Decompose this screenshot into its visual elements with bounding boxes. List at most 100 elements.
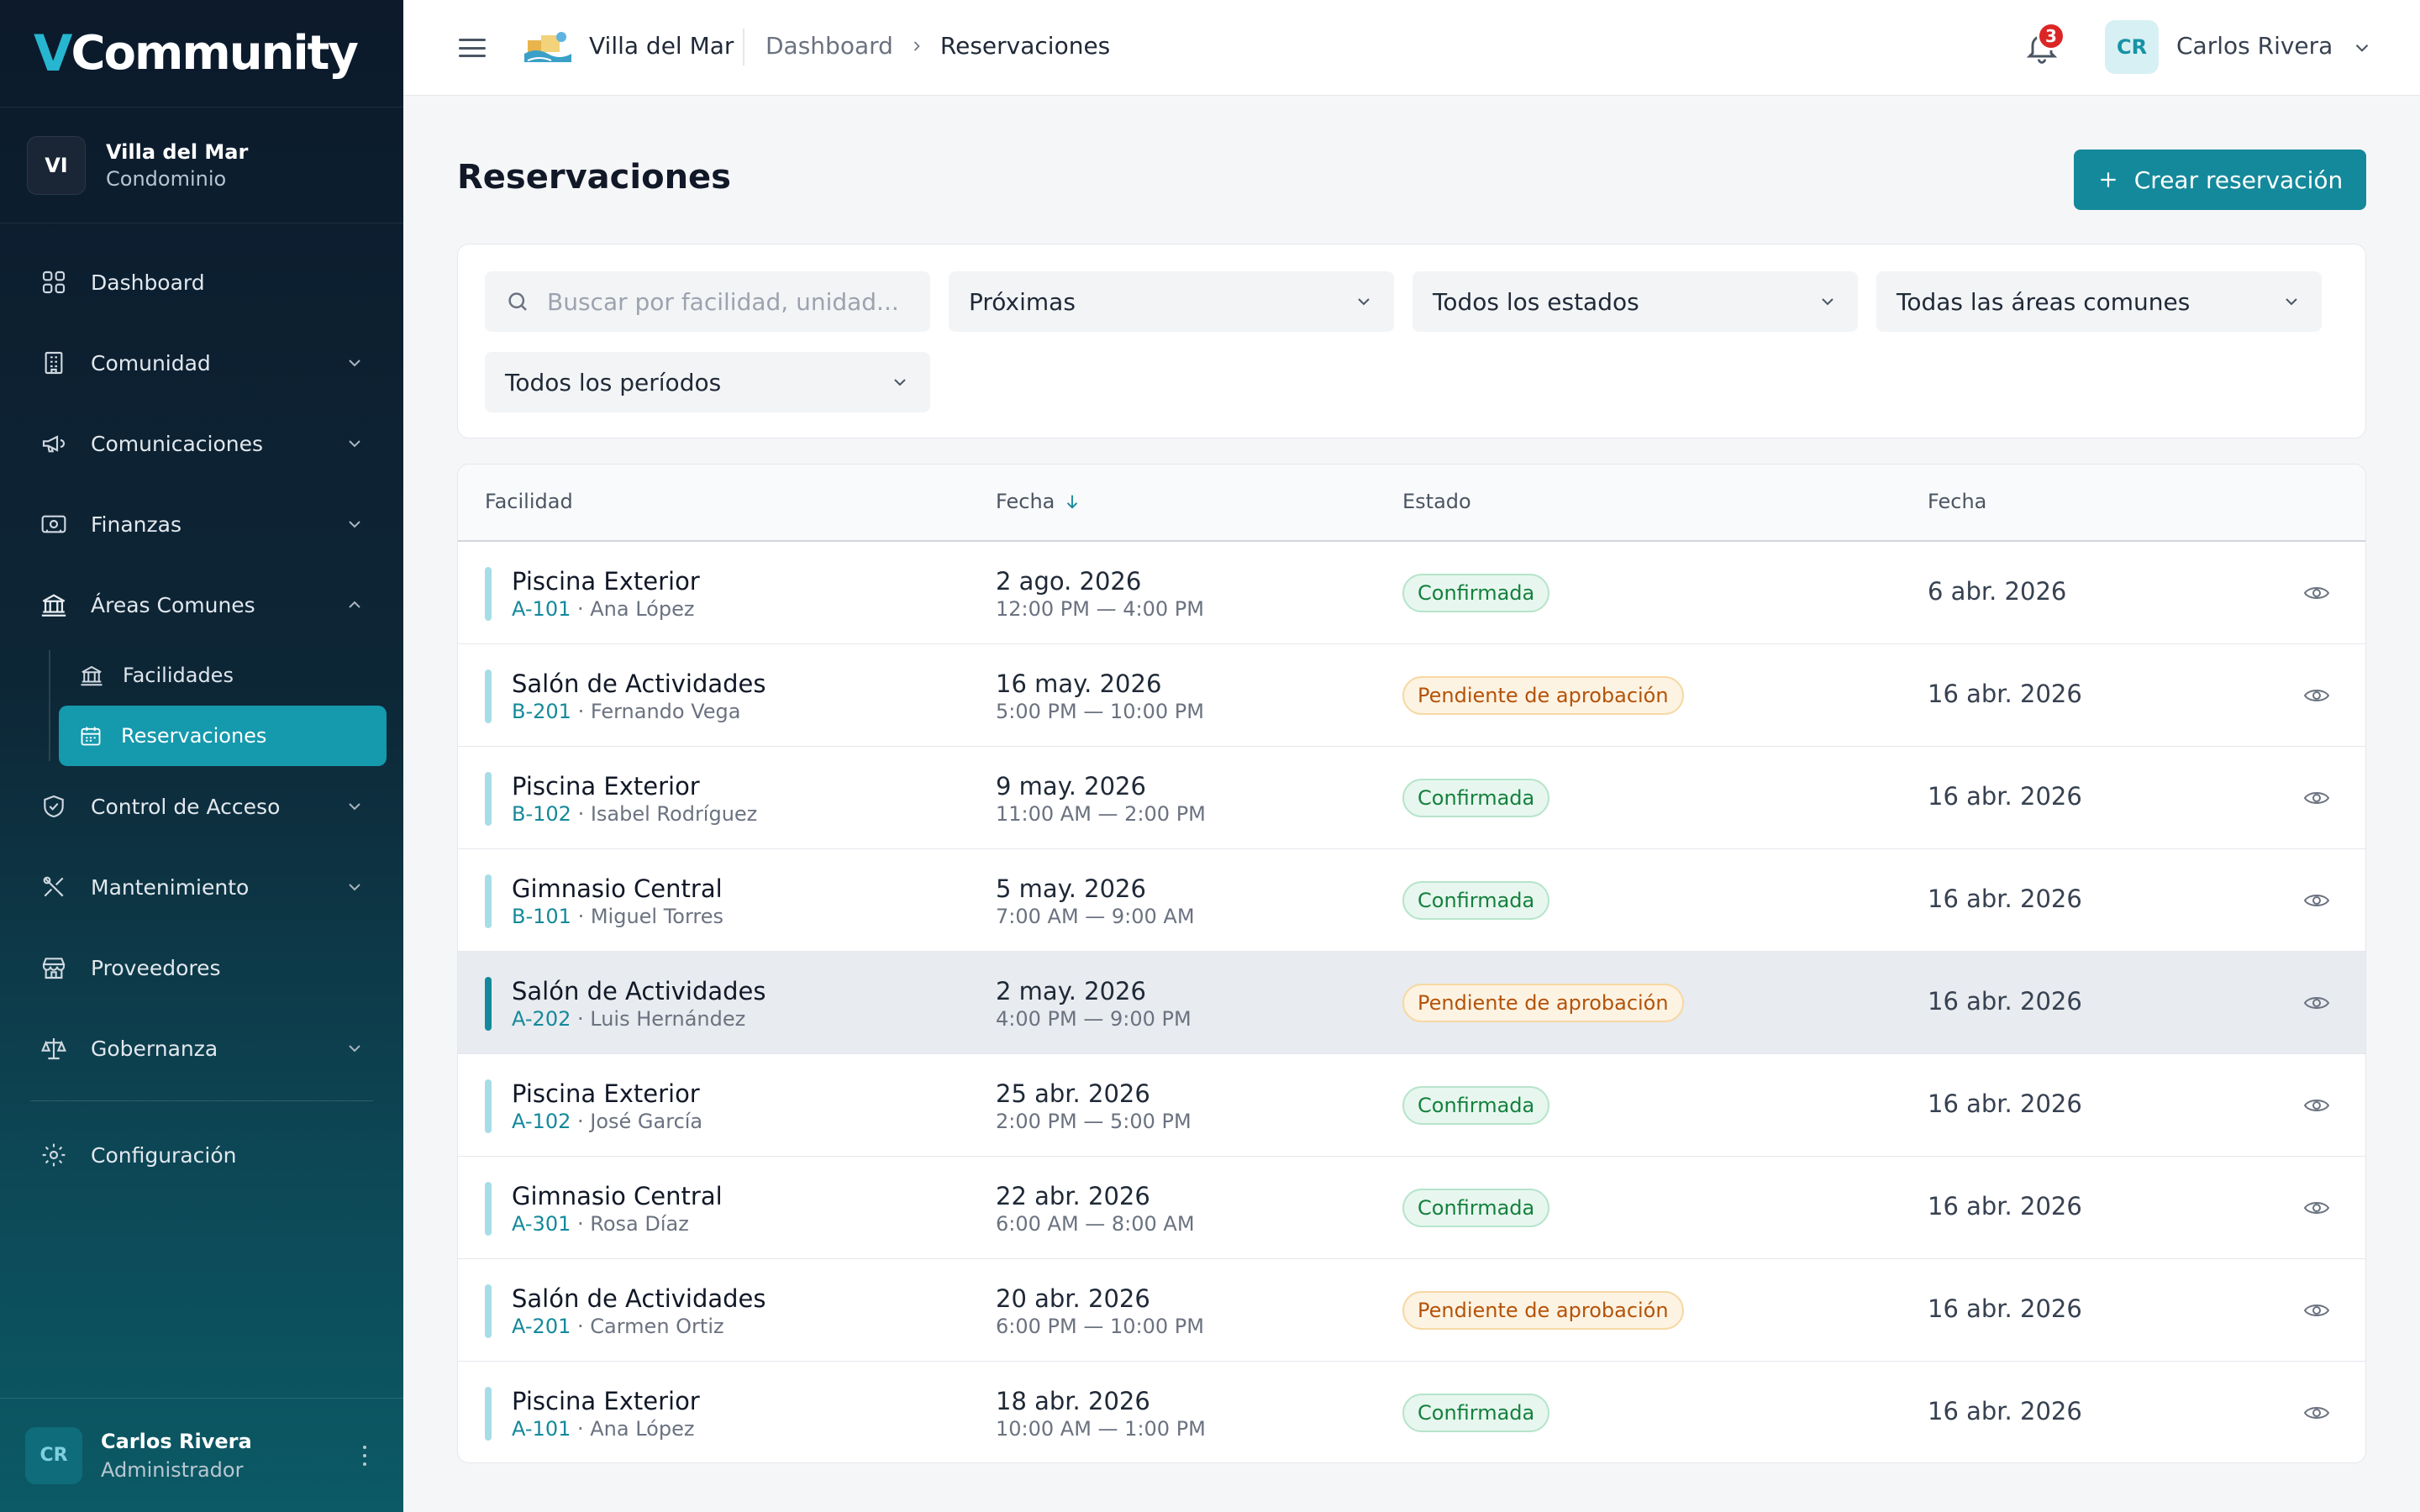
when-select[interactable]: Próximas <box>949 271 1394 332</box>
sidebar-item-areas-comunes[interactable]: Áreas Comunes <box>0 564 403 645</box>
unit-resident: A-202 · Luis Hernández <box>512 1007 745 1031</box>
chevron-up-icon <box>349 601 360 608</box>
column-label: Fecha <box>996 490 1055 513</box>
search-placeholder: Buscar por facilidad, unidad... <box>547 287 899 316</box>
nav-divider <box>30 1100 373 1101</box>
grid-icon <box>37 265 71 299</box>
facility-name[interactable]: Salón de Actividades <box>512 977 766 1005</box>
status-select[interactable]: Todos los estados <box>1413 271 1858 332</box>
table-row[interactable]: Salón de Actividades B-201 · Fernando Veg… <box>458 644 2365 747</box>
more-vertical-icon[interactable] <box>361 1445 368 1466</box>
landmark-icon <box>81 665 103 686</box>
facility-name[interactable]: Salón de Actividades <box>512 669 766 698</box>
sidebar-item-finanzas[interactable]: Finanzas <box>0 484 403 564</box>
unit-resident: A-102 · José García <box>512 1110 702 1133</box>
avatar[interactable]: CR <box>2105 20 2159 74</box>
select-value: Próximas <box>969 287 1076 316</box>
reservation-time: 12:00 PM — 4:00 PM <box>996 597 1204 621</box>
chevron-down-icon <box>1822 298 1833 306</box>
facility-name[interactable]: Piscina Exterior <box>512 772 700 801</box>
row-accent-bar <box>485 977 492 1031</box>
logo-text: Community <box>71 26 358 81</box>
breadcrumb-dashboard[interactable]: Dashboard <box>765 32 893 60</box>
created-date: 16 abr. 2026 <box>1928 1089 2082 1118</box>
column-date[interactable]: Fecha <box>996 490 1081 513</box>
sidebar-item-proveedores[interactable]: Proveedores <box>0 927 403 1008</box>
reservation-time: 4:00 PM — 9:00 PM <box>996 1007 1192 1031</box>
reservation-time: 10:00 AM — 1:00 PM <box>996 1417 1206 1441</box>
chevron-down-icon <box>1358 298 1370 306</box>
menu-icon[interactable] <box>459 39 486 57</box>
sidebar-item-facilidades[interactable]: Facilidades <box>59 645 387 706</box>
sidebar-item-comunicaciones[interactable]: Comunicaciones <box>0 403 403 484</box>
reservation-date: 16 may. 2026 <box>996 669 1162 698</box>
column-label: Estado <box>1402 490 1471 513</box>
eye-icon[interactable] <box>2303 890 2330 911</box>
sidebar-item-dashboard[interactable]: Dashboard <box>0 242 403 323</box>
calendar-icon <box>81 727 101 746</box>
column-facility[interactable]: Facilidad <box>485 490 573 513</box>
avatar: CR <box>25 1426 82 1484</box>
community-switcher[interactable]: VI Villa del Mar Condominio <box>0 108 403 223</box>
sidebar-item-mantenimiento[interactable]: Mantenimiento <box>0 847 403 927</box>
table-row[interactable]: Piscina Exterior A-101 · Ana López 18 abr.… <box>458 1362 2365 1462</box>
created-date: 16 abr. 2026 <box>1928 782 2082 811</box>
facility-name[interactable]: Gimnasio Central <box>512 874 723 903</box>
table-row[interactable]: Piscina Exterior A-102 · José García 25 ab… <box>458 1054 2365 1157</box>
table-row[interactable]: Salón de Actividades A-202 · Luis Hernánd… <box>458 952 2365 1054</box>
eye-icon[interactable] <box>2303 1095 2330 1116</box>
table-row[interactable]: Gimnasio Central A-301 · Rosa Díaz 22 abr.… <box>458 1157 2365 1259</box>
facility-name[interactable]: Gimnasio Central <box>512 1182 723 1210</box>
facility-name[interactable]: Piscina Exterior <box>512 567 700 596</box>
chevron-down-icon[interactable] <box>2351 37 2373 59</box>
eye-icon[interactable] <box>2303 685 2330 706</box>
eye-icon[interactable] <box>2303 1402 2330 1424</box>
shield-icon <box>37 790 71 823</box>
table-row[interactable]: Salón de Actividades A-201 · Carmen Ortiz… <box>458 1259 2365 1362</box>
app-logo[interactable]: V Community <box>0 0 403 108</box>
community-logo <box>524 32 571 62</box>
create-reservation-button[interactable]: Crear reservación <box>2074 150 2366 210</box>
sidebar-item-gobernanza[interactable]: Gobernanza <box>0 1008 403 1089</box>
facility-name[interactable]: Piscina Exterior <box>512 1079 700 1108</box>
unit-resident: B-102 · Isabel Rodríguez <box>512 802 757 826</box>
unit-resident: A-201 · Carmen Ortiz <box>512 1315 724 1338</box>
community-name: Villa del Mar <box>106 139 249 164</box>
resident-name: · Isabel Rodríguez <box>577 802 758 826</box>
sidebar-item-reservaciones[interactable]: Reservaciones <box>59 706 387 766</box>
table-row[interactable]: Piscina Exterior B-102 · Isabel Rodríguez… <box>458 747 2365 849</box>
column-created[interactable]: Fecha <box>1928 490 1986 513</box>
notification-badge: 3 <box>2037 22 2065 50</box>
sidebar-item-control-acceso[interactable]: Control de Acceso <box>0 766 403 847</box>
column-status[interactable]: Estado <box>1402 490 1471 513</box>
chevron-down-icon <box>349 440 360 448</box>
eye-icon[interactable] <box>2303 787 2330 809</box>
community-name[interactable]: Villa del Mar <box>589 32 734 60</box>
status-badge: Pendiente de aprobación <box>1402 1291 1684 1330</box>
period-select[interactable]: Todos los períodos <box>485 352 930 412</box>
breadcrumb-current: Reservaciones <box>939 32 1111 60</box>
reservation-time: 6:00 PM — 10:00 PM <box>996 1315 1204 1338</box>
sidebar-item-comunidad[interactable]: Comunidad <box>0 323 403 403</box>
reservation-time: 2:00 PM — 5:00 PM <box>996 1110 1192 1133</box>
sidebar-item-configuracion[interactable]: Configuración <box>0 1115 403 1195</box>
chevron-down-icon <box>349 360 360 367</box>
reservation-date: 20 abr. 2026 <box>996 1284 1150 1313</box>
facility-name[interactable]: Piscina Exterior <box>512 1387 700 1415</box>
sidebar-user[interactable]: CR Carlos Rivera Administrador <box>0 1398 403 1512</box>
status-badge: Confirmada <box>1402 1086 1550 1125</box>
column-label: Facilidad <box>485 490 573 513</box>
table-row[interactable]: Piscina Exterior A-101 · Ana López 2 ago. … <box>458 542 2365 644</box>
eye-icon[interactable] <box>2303 992 2330 1014</box>
table-row[interactable]: Gimnasio Central B-101 · Miguel Torres 5 m… <box>458 849 2365 952</box>
eye-icon[interactable] <box>2303 1197 2330 1219</box>
user-name[interactable]: Carlos Rivera <box>2176 32 2333 60</box>
eye-icon[interactable] <box>2303 582 2330 604</box>
row-accent-bar <box>485 1079 492 1133</box>
area-select[interactable]: Todas las áreas comunes <box>1876 271 2322 332</box>
facility-name[interactable]: Salón de Actividades <box>512 1284 766 1313</box>
created-date: 16 abr. 2026 <box>1928 987 2082 1016</box>
eye-icon[interactable] <box>2303 1299 2330 1321</box>
search-input[interactable]: Buscar por facilidad, unidad... <box>485 271 930 332</box>
unit-code: A-101 <box>512 597 571 621</box>
